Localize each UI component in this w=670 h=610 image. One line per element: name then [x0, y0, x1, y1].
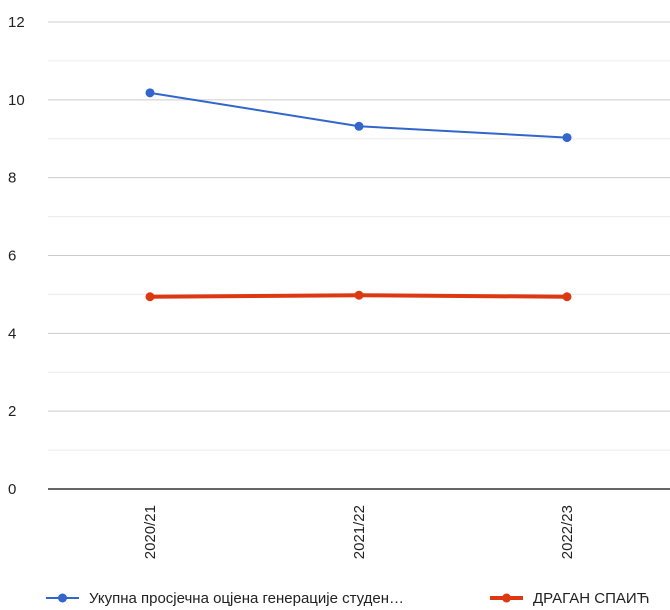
- x-tick-label: 2022/23: [559, 505, 576, 559]
- y-tick-label: 2: [8, 403, 16, 420]
- y-tick-label: 10: [8, 92, 25, 109]
- data-point[interactable]: [354, 121, 364, 131]
- data-point[interactable]: [145, 88, 155, 98]
- data-point[interactable]: [562, 133, 572, 143]
- series-2: [145, 290, 572, 302]
- legend-label: ДРАГАН СПАИЋ: [533, 590, 650, 607]
- data-point[interactable]: [354, 290, 364, 300]
- series-group: [145, 88, 572, 302]
- legend-swatch-dot: [58, 593, 67, 603]
- grid-lines: [48, 21, 670, 451]
- y-axis-tick-labels: 0 2 4 6 8 10 12: [8, 14, 25, 498]
- y-tick-label: 6: [8, 248, 16, 265]
- series-1: [145, 88, 572, 143]
- data-point[interactable]: [145, 292, 155, 302]
- legend-swatch-dot: [502, 593, 511, 603]
- x-axis-tick-labels: 2020/21 2021/22 2022/23: [142, 505, 576, 559]
- data-point[interactable]: [562, 292, 572, 302]
- legend[interactable]: Укупна просјечна оцјена генерације студе…: [46, 590, 650, 607]
- y-tick-label: 8: [8, 170, 16, 187]
- legend-label: Укупна просјечна оцјена генерације студе…: [89, 590, 404, 607]
- y-tick-label: 0: [8, 481, 16, 498]
- y-tick-label: 12: [8, 14, 25, 31]
- legend-item-2[interactable]: ДРАГАН СПАИЋ: [490, 590, 650, 607]
- x-tick-label: 2021/22: [351, 505, 368, 559]
- y-tick-label: 4: [8, 325, 16, 342]
- legend-item-1[interactable]: Укупна просјечна оцјена генерације студе…: [46, 590, 404, 607]
- x-tick-label: 2020/21: [142, 505, 159, 559]
